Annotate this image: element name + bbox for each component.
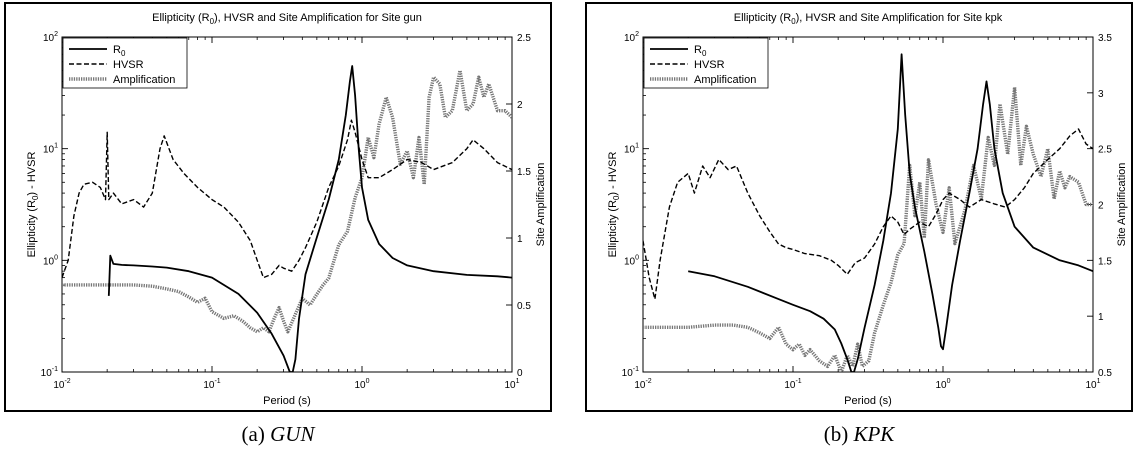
x-tick-label: 10-2 [634, 378, 651, 391]
legend-label: R0 [113, 44, 126, 58]
x-axis-label: Period (s) [263, 395, 311, 407]
y-right-tick-label: 3.5 [1098, 33, 1112, 44]
x-tick-label: 100 [935, 378, 950, 391]
x-tick-label: 10-2 [53, 378, 70, 391]
y-left-axis-label: Ellipticity (R0) - HVSR [607, 152, 621, 258]
chart-panel-gun: Ellipticity (R0), HVSR and Site Amplific… [4, 2, 552, 412]
y-left-tick-label: 102 [624, 31, 639, 44]
legend-label: Amplification [694, 74, 756, 86]
y-left-tick-label: 100 [43, 254, 58, 267]
y-left-tick-label: 10-1 [622, 366, 639, 379]
caption-site-name: GUN [270, 422, 315, 446]
chart-svg-kpk: Ellipticity (R0), HVSR and Site Amplific… [607, 12, 1128, 407]
legend-label: R0 [694, 44, 707, 58]
series-line-amplification [62, 68, 512, 334]
y-right-tick-label: 1 [517, 234, 523, 245]
x-tick-label: 100 [354, 378, 369, 391]
y-right-tick-label: 2.5 [517, 33, 531, 44]
y-right-tick-label: 1.5 [517, 167, 531, 178]
caption-gun: (a) GUN [4, 422, 552, 447]
y-right-tick-label: 0.5 [517, 301, 531, 312]
x-tick-label: 101 [1085, 378, 1100, 391]
legend-label: HVSR [694, 59, 725, 71]
chart-title: Ellipticity (R0), HVSR and Site Amplific… [152, 12, 422, 26]
caption-tag: (b) [823, 422, 849, 446]
caption-site-name: KPK [853, 422, 895, 446]
chart-svg-gun: Ellipticity (R0), HVSR and Site Amplific… [26, 12, 547, 407]
y-right-tick-label: 2 [1098, 201, 1104, 212]
y-left-tick-label: 10-1 [41, 366, 58, 379]
chart-panel-kpk: Ellipticity (R0), HVSR and Site Amplific… [585, 2, 1133, 412]
y-right-tick-label: 0 [517, 368, 523, 379]
x-tick-label: 10-1 [784, 378, 801, 391]
caption-kpk: (b) KPK [585, 422, 1133, 447]
y-right-tick-label: 1.5 [1098, 256, 1112, 267]
legend-label: HVSR [113, 59, 144, 71]
series-line-r0 [107, 65, 512, 372]
x-tick-label: 10-1 [203, 378, 220, 391]
x-tick-label: 101 [504, 378, 519, 391]
y-right-tick-label: 1 [1098, 312, 1104, 323]
chart-title: Ellipticity (R0), HVSR and Site Amplific… [734, 12, 1003, 26]
x-axis-label: Period (s) [844, 395, 892, 407]
y-right-axis-label: Site Amplification [535, 163, 547, 247]
y-right-tick-label: 0.5 [1098, 368, 1112, 379]
y-right-tick-label: 3 [1098, 89, 1104, 100]
series-line-amplification [643, 85, 1093, 372]
legend-label: Amplification [113, 74, 175, 86]
caption-tag: (a) [241, 422, 265, 446]
y-left-axis-label: Ellipticity (R0) - HVSR [26, 152, 40, 258]
y-right-tick-label: 2.5 [1098, 145, 1112, 156]
series-group [62, 65, 512, 372]
y-right-tick-label: 2 [517, 100, 523, 111]
y-left-tick-label: 100 [624, 254, 639, 267]
y-left-tick-label: 101 [43, 143, 58, 156]
y-left-tick-label: 102 [43, 31, 58, 44]
plot-area-frame [61, 36, 513, 373]
y-left-tick-label: 101 [624, 143, 639, 156]
series-group [643, 53, 1093, 372]
series-line-hvsr [62, 119, 512, 279]
series-line-r0 [688, 53, 1093, 372]
series-line-hvsr [643, 128, 1093, 300]
y-right-axis-label: Site Amplification [1116, 163, 1128, 247]
